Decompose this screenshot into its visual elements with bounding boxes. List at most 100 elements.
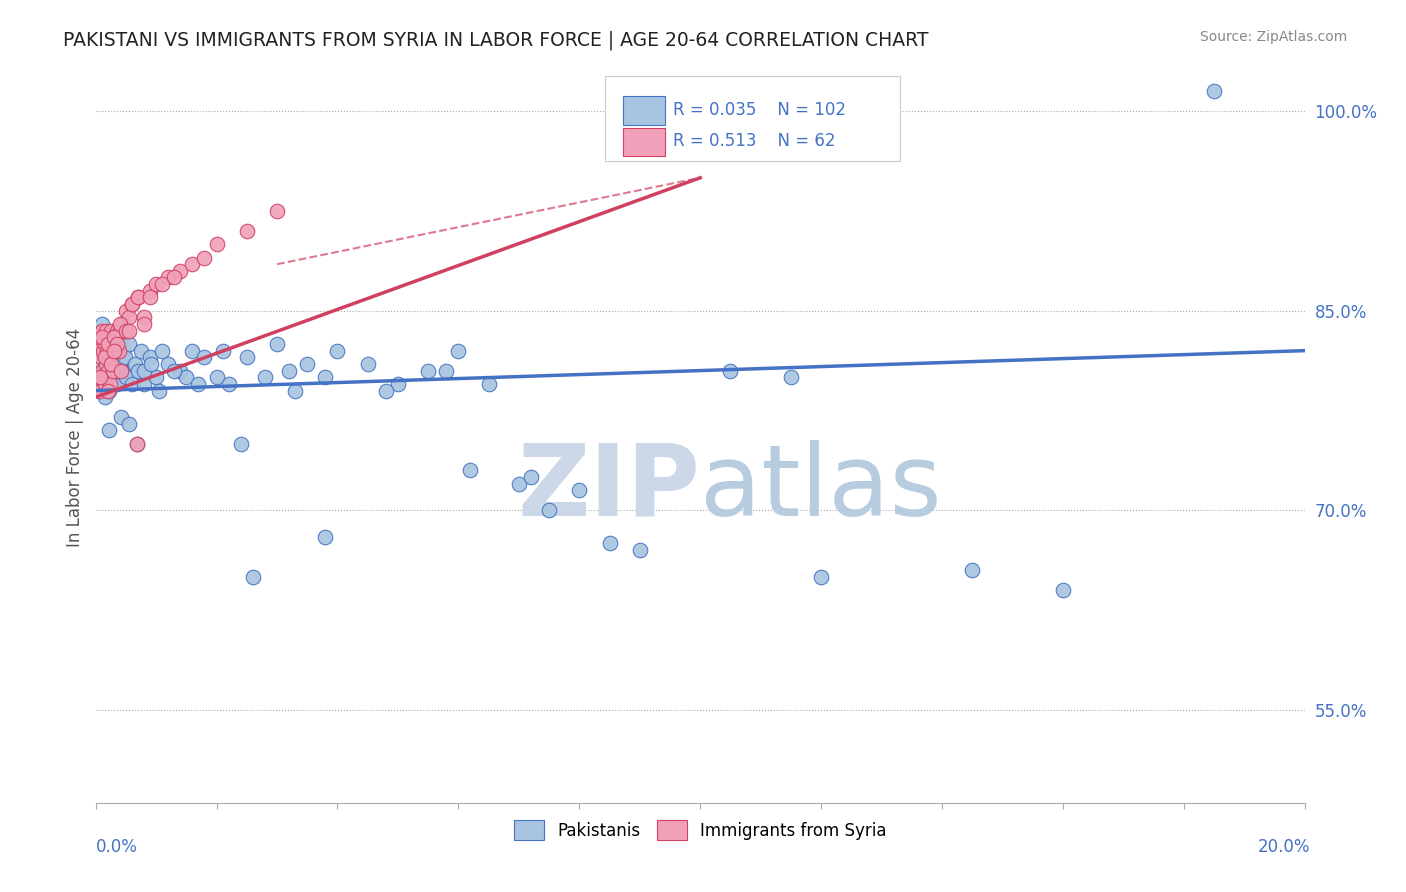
Point xyxy=(374,384,396,398)
Point xyxy=(118,324,141,338)
Point xyxy=(478,376,501,391)
Point xyxy=(97,330,120,344)
Point xyxy=(93,363,115,377)
Point xyxy=(121,297,143,311)
Point xyxy=(93,351,115,365)
Point xyxy=(90,317,112,331)
Point xyxy=(96,357,118,371)
Text: 20.0%: 20.0% xyxy=(1258,838,1310,856)
Point xyxy=(97,370,120,384)
Point xyxy=(90,351,112,365)
Point xyxy=(101,376,124,391)
Point xyxy=(127,363,149,377)
Point xyxy=(236,351,259,365)
Point xyxy=(105,370,128,384)
Point xyxy=(115,370,138,384)
Point xyxy=(104,357,127,371)
Point xyxy=(108,357,131,371)
Point xyxy=(89,363,111,377)
Y-axis label: In Labor Force | Age 20-64: In Labor Force | Age 20-64 xyxy=(66,327,84,547)
Point xyxy=(90,357,112,371)
Point xyxy=(157,270,180,285)
Point xyxy=(87,370,110,384)
Point xyxy=(125,436,148,450)
Point xyxy=(93,330,115,344)
Point xyxy=(127,290,149,304)
Point xyxy=(720,363,742,377)
Point xyxy=(163,270,186,285)
Point xyxy=(205,237,228,252)
Point xyxy=(97,337,120,351)
Point xyxy=(810,570,832,584)
Point xyxy=(118,310,141,325)
Text: R = 0.513    N = 62: R = 0.513 N = 62 xyxy=(673,132,837,150)
Point xyxy=(520,470,543,484)
Point xyxy=(93,337,115,351)
Point xyxy=(314,370,336,384)
Point xyxy=(104,343,127,358)
Point xyxy=(139,351,162,365)
Point xyxy=(181,343,204,358)
Point xyxy=(124,357,146,371)
Point xyxy=(145,370,167,384)
Point xyxy=(94,324,117,338)
Point xyxy=(284,384,307,398)
Point xyxy=(87,343,110,358)
Point xyxy=(100,363,122,377)
Point xyxy=(108,317,131,331)
Point xyxy=(326,343,349,358)
Point xyxy=(107,343,129,358)
Point xyxy=(105,363,128,377)
Point xyxy=(211,343,233,358)
Point xyxy=(278,363,301,377)
Point xyxy=(314,530,336,544)
Point xyxy=(91,343,114,358)
Point xyxy=(105,376,128,391)
Point xyxy=(181,257,204,271)
Point xyxy=(110,363,132,377)
Point xyxy=(253,370,276,384)
Point xyxy=(297,357,319,371)
Point xyxy=(242,570,264,584)
Point xyxy=(90,324,112,338)
Point xyxy=(121,297,143,311)
Point xyxy=(105,324,128,338)
Point xyxy=(94,337,117,351)
Point xyxy=(127,290,149,304)
Point xyxy=(96,376,118,391)
Point xyxy=(111,317,134,331)
Point xyxy=(97,337,120,351)
Point xyxy=(132,376,155,391)
Point xyxy=(218,376,240,391)
Point xyxy=(141,357,163,371)
Point xyxy=(90,324,112,338)
Point xyxy=(115,324,138,338)
Point xyxy=(98,330,121,344)
Point xyxy=(118,337,141,351)
Point xyxy=(139,290,162,304)
Point xyxy=(132,363,155,377)
Point xyxy=(110,410,132,425)
Point xyxy=(101,343,124,358)
Text: PAKISTANI VS IMMIGRANTS FROM SYRIA IN LABOR FORCE | AGE 20-64 CORRELATION CHART: PAKISTANI VS IMMIGRANTS FROM SYRIA IN LA… xyxy=(63,30,929,50)
Point xyxy=(86,337,108,351)
Point xyxy=(97,343,120,358)
Point xyxy=(89,370,111,384)
Point xyxy=(460,463,482,477)
Point xyxy=(105,337,128,351)
Point xyxy=(174,370,197,384)
Point xyxy=(103,330,125,344)
Point xyxy=(94,376,117,391)
Text: ZIP: ZIP xyxy=(517,440,700,537)
Point xyxy=(132,310,155,325)
Point xyxy=(163,363,186,377)
Point xyxy=(121,376,143,391)
Point xyxy=(93,390,115,404)
Point xyxy=(93,370,115,384)
Point xyxy=(101,363,124,377)
Point xyxy=(98,376,121,391)
Point xyxy=(97,384,120,398)
Point xyxy=(1052,582,1074,597)
Point xyxy=(94,370,117,384)
Point xyxy=(118,417,141,431)
